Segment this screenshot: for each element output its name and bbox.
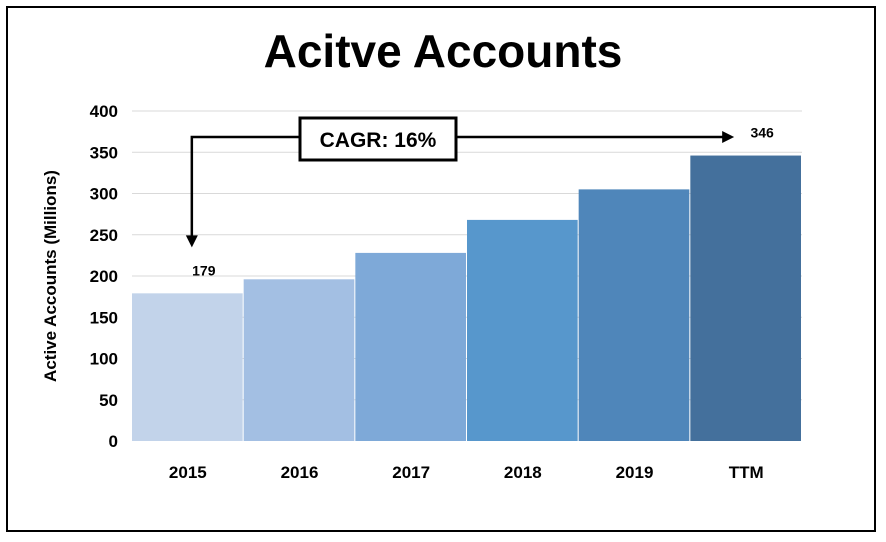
y-tick-label: 300: [90, 185, 118, 204]
data-label: 346: [750, 125, 774, 141]
x-tick-label: 2019: [616, 463, 654, 482]
bar-2015: [132, 293, 243, 441]
cagr-box: [298, 116, 458, 162]
y-tick-label: 250: [90, 226, 118, 245]
bar-2017: [355, 252, 466, 441]
chart-title: Acitve Accounts: [263, 25, 623, 77]
cagr-arrowhead-start: [185, 235, 198, 248]
cagr-label: CAGR: 16%: [320, 129, 437, 152]
x-tick-label: TTM: [729, 463, 764, 482]
cagr-arrow-line: [190, 135, 725, 238]
y-tick-label: 150: [90, 308, 118, 327]
x-tick-label: 2015: [169, 463, 207, 482]
y-tick-label: 350: [90, 143, 118, 162]
bar-ttm: [690, 155, 801, 442]
y-tick-label: 200: [90, 267, 118, 286]
x-tick-label: 2016: [281, 463, 319, 482]
y-axis-label: Active Accounts (Millions): [41, 170, 60, 382]
y-tick-label: 50: [99, 391, 118, 410]
bar-2018: [467, 219, 578, 441]
y-tick-label: 0: [109, 432, 118, 451]
cagr-arrowhead-end: [722, 131, 735, 143]
y-tick-label: 400: [90, 102, 118, 121]
x-tick-label: 2017: [392, 463, 430, 482]
bar-2019: [578, 189, 690, 441]
x-tick-label: 2018: [504, 463, 542, 482]
y-tick-label: 100: [90, 350, 118, 369]
bar-2016: [243, 279, 355, 441]
data-label: 179: [192, 262, 216, 278]
